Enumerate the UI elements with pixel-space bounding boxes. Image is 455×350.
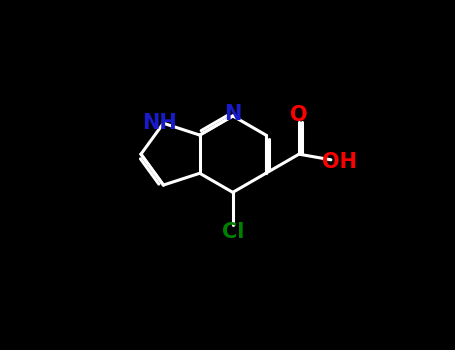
Text: N: N	[224, 104, 242, 124]
Text: NH: NH	[142, 113, 177, 133]
Text: Cl: Cl	[222, 223, 245, 243]
Text: O: O	[290, 105, 308, 125]
Text: OH: OH	[322, 152, 357, 172]
